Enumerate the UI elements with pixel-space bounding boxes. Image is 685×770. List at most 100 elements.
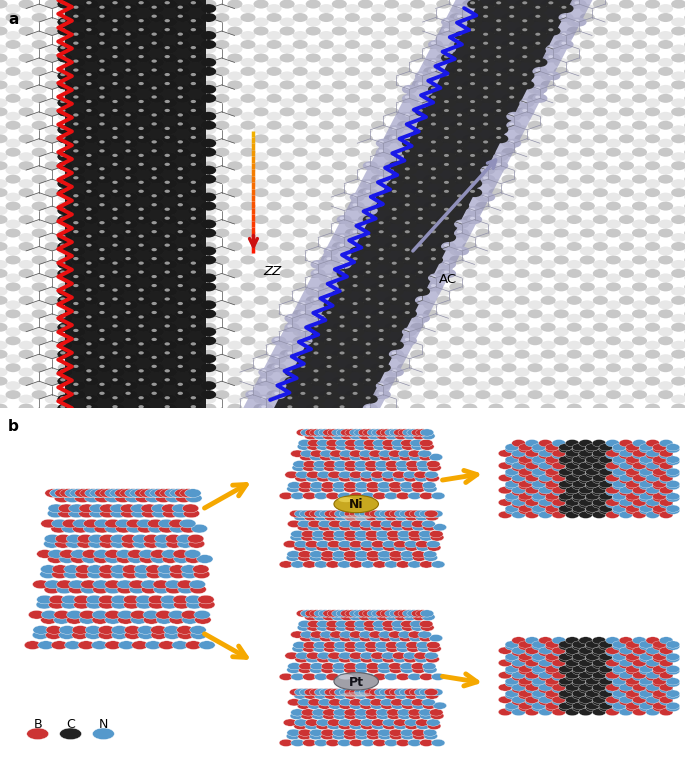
Circle shape <box>454 13 469 22</box>
Circle shape <box>175 246 190 256</box>
Circle shape <box>214 166 229 175</box>
Circle shape <box>658 40 673 49</box>
Circle shape <box>659 649 673 656</box>
Circle shape <box>240 219 256 229</box>
Circle shape <box>580 139 595 148</box>
Circle shape <box>505 480 519 487</box>
Circle shape <box>201 107 216 116</box>
Circle shape <box>645 296 660 305</box>
Circle shape <box>175 390 190 399</box>
Circle shape <box>565 674 579 681</box>
Circle shape <box>360 655 374 663</box>
Circle shape <box>99 504 116 513</box>
Circle shape <box>161 601 177 609</box>
Circle shape <box>110 381 125 390</box>
Circle shape <box>371 166 386 175</box>
Circle shape <box>149 4 164 13</box>
Circle shape <box>18 323 34 332</box>
Circle shape <box>349 521 363 527</box>
Circle shape <box>188 161 203 170</box>
Circle shape <box>227 26 242 35</box>
Circle shape <box>274 338 279 341</box>
Circle shape <box>227 45 242 53</box>
Circle shape <box>266 273 282 283</box>
Circle shape <box>403 652 416 659</box>
Circle shape <box>606 452 619 459</box>
Circle shape <box>306 341 321 350</box>
Circle shape <box>382 719 396 726</box>
Circle shape <box>123 0 138 8</box>
Circle shape <box>425 652 438 659</box>
Circle shape <box>389 188 404 197</box>
Circle shape <box>383 544 397 551</box>
Circle shape <box>411 443 425 450</box>
Circle shape <box>319 4 334 13</box>
Circle shape <box>84 300 99 310</box>
Circle shape <box>123 179 138 188</box>
Circle shape <box>306 652 320 659</box>
Circle shape <box>125 42 131 45</box>
Circle shape <box>376 709 390 716</box>
Circle shape <box>340 433 354 440</box>
Circle shape <box>336 233 351 242</box>
Circle shape <box>632 310 647 318</box>
Circle shape <box>136 233 151 242</box>
Circle shape <box>645 134 660 143</box>
Circle shape <box>149 327 164 336</box>
Circle shape <box>306 80 321 89</box>
Circle shape <box>444 262 449 265</box>
Circle shape <box>376 283 391 291</box>
Circle shape <box>327 541 341 547</box>
Circle shape <box>540 188 556 197</box>
Circle shape <box>363 377 378 386</box>
Circle shape <box>367 610 381 617</box>
Circle shape <box>0 341 8 350</box>
Circle shape <box>332 99 347 107</box>
Circle shape <box>292 246 308 256</box>
Circle shape <box>123 175 138 183</box>
Circle shape <box>428 148 443 157</box>
Circle shape <box>566 179 582 188</box>
Circle shape <box>266 85 282 94</box>
Circle shape <box>653 643 667 650</box>
Circle shape <box>505 493 519 500</box>
Circle shape <box>566 152 582 161</box>
Circle shape <box>123 152 138 161</box>
Circle shape <box>139 554 155 564</box>
Circle shape <box>320 450 334 457</box>
Circle shape <box>410 377 425 386</box>
Circle shape <box>366 397 371 400</box>
Circle shape <box>149 363 164 372</box>
Circle shape <box>606 674 619 681</box>
Circle shape <box>612 470 626 477</box>
Circle shape <box>84 524 100 533</box>
Circle shape <box>671 314 685 323</box>
Circle shape <box>369 634 383 641</box>
Circle shape <box>136 152 151 161</box>
Circle shape <box>162 260 177 269</box>
Circle shape <box>97 4 112 13</box>
Circle shape <box>386 614 399 621</box>
Circle shape <box>363 621 377 628</box>
Circle shape <box>138 55 144 59</box>
Circle shape <box>162 0 177 8</box>
Circle shape <box>290 450 304 457</box>
Circle shape <box>658 408 673 417</box>
Circle shape <box>658 166 673 175</box>
Circle shape <box>505 444 519 451</box>
Circle shape <box>84 126 99 134</box>
Circle shape <box>593 684 606 691</box>
Circle shape <box>548 19 553 22</box>
Circle shape <box>87 565 103 574</box>
Circle shape <box>240 13 256 22</box>
Circle shape <box>599 483 612 490</box>
Circle shape <box>110 408 125 417</box>
Circle shape <box>188 112 203 121</box>
Circle shape <box>454 148 469 157</box>
Circle shape <box>332 206 347 215</box>
Circle shape <box>593 134 608 143</box>
Circle shape <box>475 175 490 183</box>
Circle shape <box>123 202 138 210</box>
Circle shape <box>646 487 660 494</box>
Circle shape <box>532 690 545 697</box>
